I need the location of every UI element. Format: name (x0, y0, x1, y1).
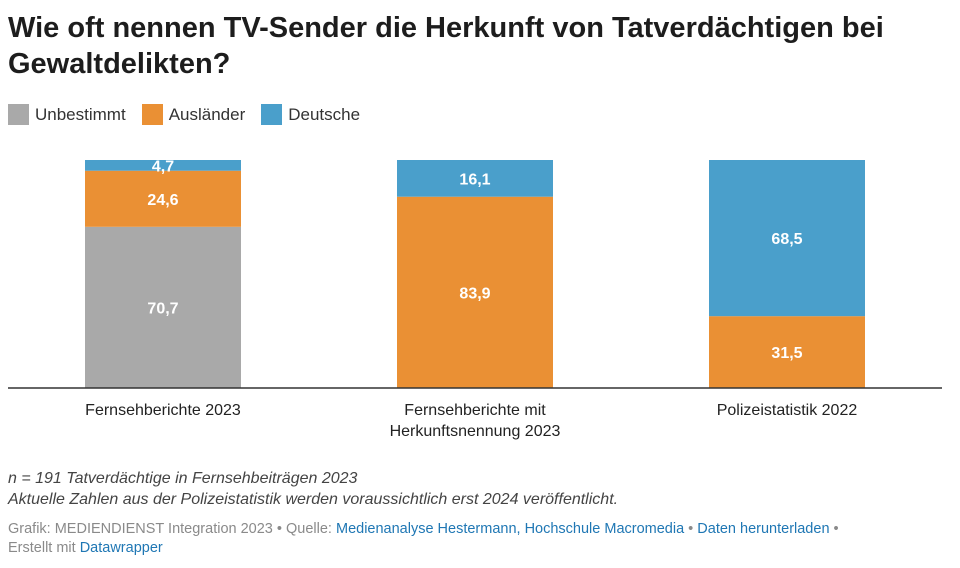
legend-label-deutsche: Deutsche (288, 104, 361, 124)
bar-segment-ausländer-0 (85, 170, 241, 227)
legend-label-unbestimmt: Unbestimmt (35, 104, 126, 124)
category-label-1-0: Fernsehberichte mit (404, 402, 546, 419)
note-police-statistics: Aktuelle Zahlen aus der Polizeistatistik… (8, 491, 619, 508)
bar-segment-unbestimmt-0 (85, 226, 241, 388)
footer-separator: • (684, 521, 698, 537)
footer-created-with: Erstellt mit (8, 540, 80, 556)
data-label-ausländer-1: 83,9 (459, 285, 490, 302)
bar-segment-deutsche-0 (85, 160, 241, 171)
legend: Unbestimmt Ausländer Deutsche (8, 104, 376, 125)
category-label-2-0: Polizeistatistik 2022 (717, 402, 858, 419)
legend-item-auslaender: Ausländer (141, 104, 246, 125)
bar-segment-ausländer-2 (709, 316, 865, 388)
data-label-unbestimmt-0: 70,7 (147, 300, 178, 317)
category-label-1-1: Herkunftsnennung 2023 (390, 423, 561, 440)
data-label-ausländer-0: 24,6 (147, 192, 178, 209)
category-label-0-0: Fernsehberichte 2023 (85, 402, 241, 419)
source-link[interactable]: Medienanalyse Hestermann, Hochschule Mac… (335, 521, 685, 537)
legend-label-auslaender: Ausländer (168, 104, 246, 124)
bar-segment-deutsche-1 (397, 160, 553, 197)
bar-segment-ausländer-1 (397, 196, 553, 388)
data-label-deutsche-2: 68,5 (771, 231, 802, 248)
datawrapper-link[interactable]: Datawrapper (79, 540, 163, 556)
footer-credit: Grafik: MEDIENDIENST Integration 2023 • … (8, 521, 336, 537)
note-sample-size: n = 191 Tatverdächtige in Fernsehbeiträg… (8, 470, 358, 487)
legend-item-deutsche: Deutsche (261, 104, 360, 125)
chart-title: Wie oft nennen TV-Sender die Herkunft vo… (8, 12, 884, 80)
bar-segment-deutsche-2 (709, 160, 865, 317)
data-label-deutsche-1: 16,1 (459, 171, 490, 188)
data-label-deutsche-0: 4,7 (152, 158, 174, 175)
footer-separator: • (829, 521, 839, 537)
download-data-link[interactable]: Daten herunterladen (697, 521, 830, 537)
data-label-ausländer-2: 31,5 (771, 345, 802, 362)
legend-swatch-deutsche (261, 104, 283, 125)
chart-footer: Grafik: MEDIENDIENST Integration 2023 • … (8, 520, 952, 558)
stacked-bar-chart: 70,7 24,6 4,7 Fernsehberichte 2023 83,9 16,1 F… (8, 158, 942, 440)
legend-swatch-unbestimmt (8, 104, 29, 125)
legend-swatch-auslaender (141, 104, 163, 125)
chart-notes: n = 191 Tatverdächtige in Fernsehbeiträg… (8, 468, 618, 510)
legend-item-unbestimmt: Unbestimmt (8, 104, 126, 125)
